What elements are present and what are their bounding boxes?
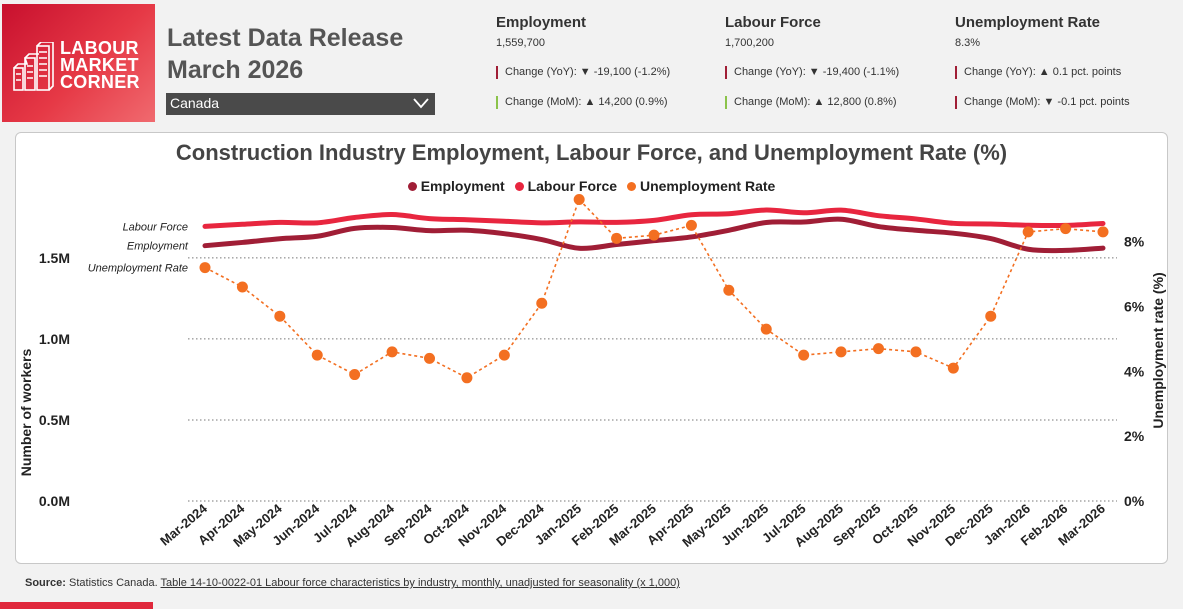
- legend-marker: [407, 181, 417, 191]
- series-end-label-employment: Employment: [127, 241, 189, 253]
- data-point-unemployment-rate: [910, 346, 922, 358]
- series-line-labour-force: [202, 207, 1106, 229]
- series-end-label-labour-force: Labour Force: [123, 221, 188, 233]
- series-line-employment: [202, 216, 1106, 254]
- right-axis-title: Unemployment rate (%): [1150, 272, 1166, 428]
- kpi-title: Unemployment Rate: [955, 14, 1101, 31]
- brand-line-2: MARKET: [60, 55, 139, 75]
- kpi-mom: Change (MoM): ▼ -0.1 pct. points: [955, 96, 1130, 109]
- legend-label: Unemployment Rate: [639, 178, 776, 194]
- legend-marker: [514, 181, 524, 191]
- data-point-unemployment-rate: [835, 346, 847, 358]
- data-point-unemployment-rate: [723, 284, 735, 296]
- positive-indicator: [725, 96, 727, 109]
- kpi-mom: Change (MoM): ▲ 12,800 (0.8%): [725, 96, 897, 109]
- title-line-1: Latest Data Release: [167, 24, 404, 52]
- data-point-unemployment-rate: [498, 349, 510, 361]
- data-point-unemployment-rate: [274, 310, 286, 322]
- data-point-unemployment-rate: [760, 323, 772, 335]
- right-tick-label: 8%: [1124, 234, 1145, 250]
- right-tick-label: 2%: [1124, 428, 1145, 444]
- data-point-unemployment-rate: [798, 349, 810, 361]
- negative-indicator: [725, 66, 727, 79]
- kpi-value: 1,700,200: [725, 37, 774, 49]
- source-link[interactable]: Table 14-10-0022-01 Labour force charact…: [160, 577, 680, 589]
- kpi-mom-text: Change (MoM): ▲ 14,200 (0.9%): [505, 96, 668, 108]
- data-point-unemployment-rate: [536, 297, 548, 309]
- chart-panel: [15, 132, 1168, 564]
- data-point-unemployment-rate: [611, 232, 623, 244]
- kpi-yoy-text: Change (YoY): ▼ -19,400 (-1.1%): [734, 66, 900, 78]
- data-point-unemployment-rate: [985, 310, 997, 322]
- left-tick-label: 0.5M: [39, 412, 70, 428]
- negative-indicator: [955, 66, 957, 79]
- left-tick-label: 1.0M: [39, 331, 70, 347]
- positive-indicator: [496, 96, 498, 109]
- kpi-yoy: Change (YoY): ▼ -19,100 (-1.2%): [496, 66, 671, 79]
- kpi-title: Labour Force: [725, 14, 821, 31]
- legend-item-unemployment-rate[interactable]: Unemployment Rate: [626, 178, 776, 194]
- footer-accent-bar: [0, 602, 153, 609]
- geography-selected-value: Canada: [170, 95, 220, 111]
- legend-marker: [626, 181, 636, 191]
- data-point-unemployment-rate: [648, 229, 660, 241]
- source-note: Source: Statistics Canada. Table 14-10-0…: [25, 577, 680, 589]
- data-point-unemployment-rate: [1022, 226, 1034, 238]
- data-point-unemployment-rate: [461, 372, 473, 384]
- kpi-mom-text: Change (MoM): ▼ -0.1 pct. points: [964, 96, 1130, 108]
- data-point-unemployment-rate: [947, 362, 959, 374]
- kpi-yoy: Change (YoY): ▼ -19,400 (-1.1%): [725, 66, 900, 79]
- left-tick-label: 1.5M: [39, 250, 70, 266]
- kpi-yoy: Change (YoY): ▲ 0.1 pct. points: [955, 66, 1122, 79]
- legend-item-labour-force[interactable]: Labour Force: [514, 178, 618, 194]
- kpi-mom-text: Change (MoM): ▲ 12,800 (0.8%): [734, 96, 897, 108]
- chevron-down-icon: [413, 98, 429, 109]
- kpi-unemployment-rate: Unemployment Rate 8.3% Change (YoY): ▲ 0…: [955, 14, 1175, 109]
- kpi-employment: Employment 1,559,700 Change (YoY): ▼ -19…: [496, 14, 716, 109]
- right-tick-label: 4%: [1124, 363, 1145, 379]
- data-point-unemployment-rate: [424, 352, 435, 364]
- geography-select[interactable]: Canada: [166, 93, 435, 115]
- kpi-yoy-text: Change (YoY): ▼ -19,100 (-1.2%): [505, 66, 671, 78]
- data-point-unemployment-rate: [199, 262, 211, 274]
- building-chart-icon: [13, 42, 54, 91]
- data-point-unemployment-rate: [386, 346, 398, 358]
- kpi-mom: Change (MoM): ▲ 14,200 (0.9%): [496, 96, 668, 109]
- title-line-2: March 2026: [167, 56, 304, 84]
- negative-indicator: [496, 66, 498, 79]
- kpi-value: 8.3%: [955, 37, 981, 49]
- series-end-label-unemployment-rate: Unemployment Rate: [88, 263, 188, 275]
- left-tick-label: 0.0M: [39, 493, 70, 509]
- data-point-unemployment-rate: [349, 369, 361, 381]
- right-tick-label: 6%: [1124, 298, 1145, 314]
- legend-item-employment[interactable]: Employment: [407, 178, 505, 194]
- brand-name: LABOUR MARKET CORNER: [60, 38, 140, 92]
- chart-title: Construction Industry Employment, Labour…: [175, 140, 1008, 165]
- data-point-unemployment-rate: [236, 281, 248, 293]
- kpi-value: 1,559,700: [496, 37, 545, 49]
- data-point-unemployment-rate: [873, 343, 884, 355]
- negative-indicator: [955, 96, 957, 109]
- data-point-unemployment-rate: [685, 219, 697, 231]
- data-point-unemployment-rate: [1097, 226, 1109, 238]
- left-axis-title: Number of workers: [18, 348, 34, 476]
- data-point-unemployment-rate: [1060, 223, 1072, 235]
- data-point-unemployment-rate: [573, 193, 585, 205]
- page-title: Latest Data Release March 2026: [167, 22, 403, 86]
- brand-logo: LABOUR MARKET CORNER: [2, 4, 155, 122]
- kpi-title: Employment: [496, 14, 587, 31]
- right-tick-label: 0%: [1124, 493, 1145, 509]
- legend-label: Employment: [420, 178, 505, 194]
- data-point-unemployment-rate: [311, 349, 323, 361]
- brand-line-3: CORNER: [60, 72, 140, 92]
- source-label: Source:: [25, 577, 66, 589]
- brand-line-1: LABOUR: [60, 38, 139, 58]
- source-text: Statistics Canada.: [69, 577, 158, 589]
- kpi-labour-force: Labour Force 1,700,200 Change (YoY): ▼ -…: [725, 14, 945, 109]
- kpi-yoy-text: Change (YoY): ▲ 0.1 pct. points: [964, 66, 1122, 78]
- legend-label: Labour Force: [527, 178, 618, 194]
- chart-legend: Employment Labour Force Unemployment Rat…: [0, 178, 1183, 194]
